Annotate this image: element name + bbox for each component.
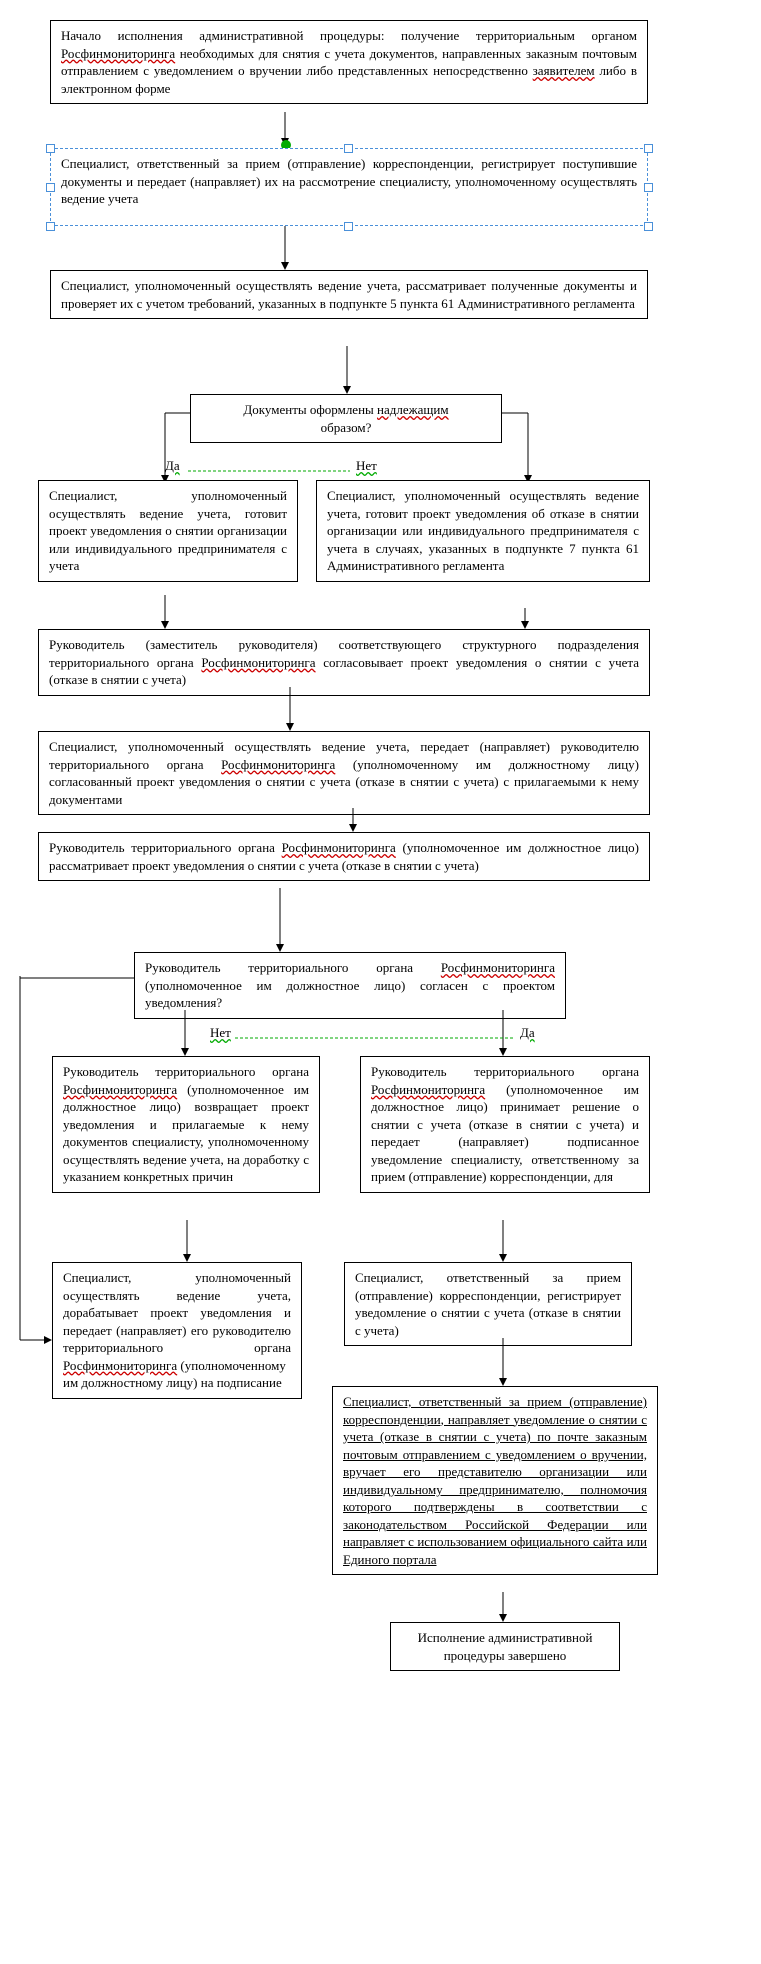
- arrow: [275, 888, 285, 952]
- flow-node-transfer: Специалист, уполномоченный осуществлять …: [38, 731, 650, 815]
- green-separator: [188, 469, 350, 473]
- flow-node-decision-docs: Документы оформлены надлежащимобразом?: [190, 394, 502, 443]
- flow-node-end: Исполнение административной процедуры за…: [390, 1622, 620, 1671]
- label-yes: Да: [165, 458, 180, 474]
- sel-handle: [644, 144, 653, 153]
- arrow: [160, 595, 170, 629]
- sel-handle: [344, 222, 353, 231]
- arrow: [498, 1592, 508, 1622]
- flow-node-prepare-removal: Специалист, уполномоченный осуществлять …: [38, 480, 298, 582]
- arrow: [520, 608, 530, 629]
- label-no: Нет: [210, 1025, 231, 1041]
- node-text: Специалист, уполномоченный осуществлять …: [327, 488, 639, 573]
- arrow: [280, 226, 290, 270]
- sel-handle: [46, 183, 55, 192]
- node-text: Специалист, ответственный за прием (отпр…: [61, 156, 637, 206]
- sel-handle: [344, 144, 353, 153]
- flow-node-review: Специалист, уполномоченный осуществлять …: [50, 270, 648, 319]
- node-text: Специалист, ответственный за прием (отпр…: [355, 1270, 621, 1338]
- flow-node-start: Начало исполнения административной проце…: [50, 20, 648, 104]
- flow-node-head-review: Руководитель территориального органа Рос…: [38, 832, 650, 881]
- arrow: [498, 1010, 508, 1056]
- arrow: [498, 1220, 508, 1262]
- flow-node-register-notice: Специалист, ответственный за прием (отпр…: [344, 1262, 632, 1346]
- sel-handle: [46, 222, 55, 231]
- flow-node-approval: Руководитель (заместитель руководителя) …: [38, 629, 650, 696]
- arrow: [498, 413, 538, 483]
- arrow: [348, 808, 358, 832]
- flow-node-send-notice: Специалист, ответственный за прием (отпр…: [332, 1386, 658, 1575]
- flow-node-return-rework: Руководитель территориального органа Рос…: [52, 1056, 320, 1193]
- arrow: [180, 1010, 190, 1056]
- sel-handle: [644, 183, 653, 192]
- flow-node-rework: Специалист, уполномоченный осуществлять …: [52, 1262, 302, 1399]
- node-text: Специалист, уполномоченный осуществлять …: [61, 278, 637, 311]
- arrow: [342, 346, 352, 394]
- flow-node-decision-sign: Руководитель территориального органа Рос…: [360, 1056, 650, 1193]
- flow-node-prepare-refusal: Специалист, уполномоченный осуществлять …: [316, 480, 650, 582]
- node-text: Исполнение административной процедуры за…: [418, 1630, 593, 1663]
- green-separator: [235, 1036, 515, 1040]
- sel-handle: [644, 222, 653, 231]
- node-text: Специалист, уполномоченный осуществлять …: [49, 488, 287, 573]
- flow-node-registration: Специалист, ответственный за прием (отпр…: [50, 148, 648, 226]
- sel-handle: [46, 144, 55, 153]
- flow-node-decision-agree: Руководитель территориального органа Рос…: [134, 952, 566, 1019]
- arrow: [498, 1338, 508, 1386]
- arrow: [182, 1220, 192, 1262]
- label-no: Нет: [356, 458, 377, 474]
- arrow: [20, 976, 52, 1346]
- label-yes: Да: [520, 1025, 535, 1041]
- arrow: [285, 687, 295, 731]
